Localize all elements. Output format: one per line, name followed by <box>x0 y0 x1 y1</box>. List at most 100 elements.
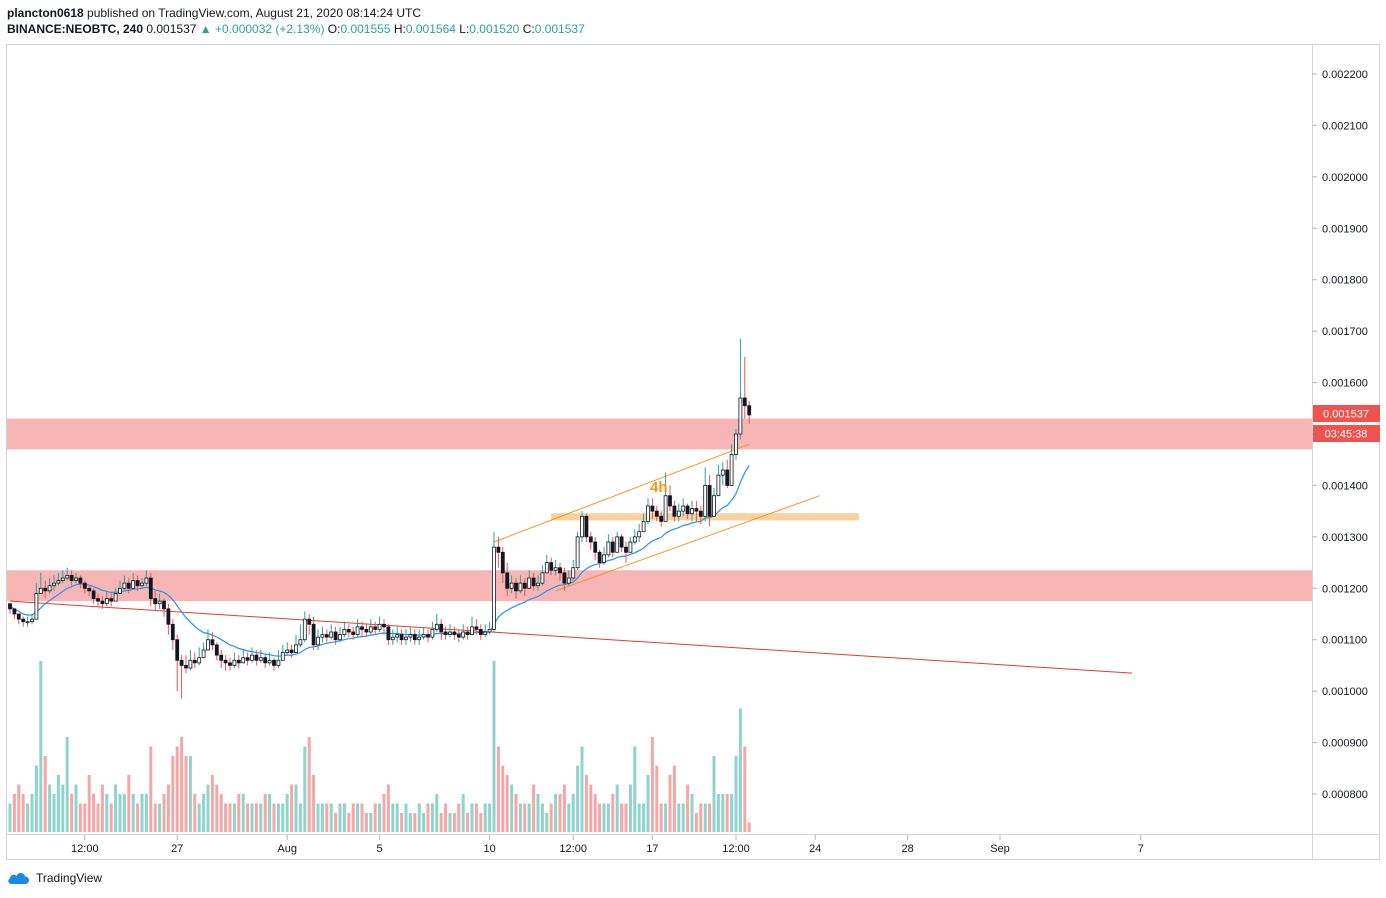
candle-body <box>412 634 417 641</box>
candle-body <box>443 631 448 635</box>
volume-bar <box>356 803 360 832</box>
candle-body <box>421 634 426 638</box>
candle <box>602 547 606 566</box>
candle <box>65 567 70 581</box>
volume-bar <box>162 794 166 832</box>
volume-bar <box>571 794 575 832</box>
candle-body <box>720 469 725 476</box>
author-name[interactable]: plancton0618 <box>7 6 84 20</box>
candle <box>588 531 593 550</box>
volume-bar <box>202 794 206 832</box>
candle-body <box>47 585 52 592</box>
candle-body <box>580 515 584 538</box>
candle <box>74 572 78 584</box>
candle <box>663 472 668 522</box>
high-label: H: <box>393 22 406 36</box>
timeframe-annotation[interactable]: 4h <box>650 479 668 496</box>
volume-bar <box>457 803 461 832</box>
chart-frame[interactable] <box>6 44 1380 860</box>
candle <box>558 562 562 581</box>
candle <box>725 459 730 488</box>
volume-bar <box>391 803 395 832</box>
volume-bar <box>479 813 483 832</box>
tradingview-logo[interactable]: TradingView <box>7 871 102 885</box>
candle-body <box>624 546 628 553</box>
candle-body <box>43 587 48 592</box>
symbol-label: BINANCE:NEOBTC, 240 <box>7 22 144 36</box>
candle <box>223 655 228 671</box>
candle-body <box>461 631 466 638</box>
volume-bar <box>100 784 104 832</box>
candle <box>52 575 56 591</box>
resistance-zone-2 <box>7 570 1312 602</box>
candle <box>82 580 87 594</box>
candle-body <box>606 541 611 556</box>
candle <box>289 644 294 658</box>
candle <box>91 588 96 604</box>
volume-bar <box>338 803 342 832</box>
candle-body <box>685 505 690 515</box>
candle <box>404 629 408 645</box>
candle <box>452 626 457 640</box>
volume-bar <box>510 784 514 832</box>
volume-bar <box>136 803 140 832</box>
candle <box>272 657 276 671</box>
volume-bar <box>259 803 263 832</box>
candle-body <box>52 582 56 587</box>
candle-body <box>162 600 166 610</box>
volume-bar <box>56 775 60 832</box>
candle-body <box>294 644 298 653</box>
candle <box>624 542 628 563</box>
volume-bar <box>184 756 188 832</box>
candle <box>56 572 61 586</box>
candle-body <box>434 623 439 630</box>
candle-body <box>505 572 510 589</box>
candle-body <box>496 546 501 553</box>
candle-body <box>140 582 144 587</box>
candle-body <box>241 657 246 664</box>
volume-bar <box>144 794 148 832</box>
volume-bar <box>523 803 527 832</box>
candle-body <box>562 572 567 584</box>
candle-body <box>615 536 620 553</box>
volume-bar <box>166 784 170 832</box>
candle-body <box>113 593 118 602</box>
candle <box>531 572 536 591</box>
volume-bar <box>26 803 30 832</box>
candle <box>118 580 122 594</box>
volume-bar <box>708 803 712 832</box>
candle-body <box>74 577 78 581</box>
candle <box>16 613 21 625</box>
volume-bar <box>593 794 597 832</box>
volume-bar <box>474 803 478 832</box>
candle-body <box>712 495 716 517</box>
volume-bar <box>712 756 716 832</box>
volume-bar <box>518 803 522 832</box>
volume-bar <box>501 765 505 832</box>
candle-body <box>258 657 263 661</box>
candle-body <box>210 639 215 646</box>
candle-body <box>540 572 545 584</box>
volume-bar <box>197 803 201 832</box>
candle <box>707 475 712 527</box>
candle <box>175 634 180 692</box>
candle-body <box>16 613 21 620</box>
time-tick-label: 7 <box>1138 843 1144 855</box>
volume-bar <box>620 803 624 832</box>
candle-body <box>566 577 571 584</box>
candle <box>219 650 224 668</box>
candle-body <box>716 474 721 497</box>
volume-bar <box>21 794 25 832</box>
candle <box>236 655 241 668</box>
volume-bar <box>153 803 157 832</box>
candle <box>632 529 637 545</box>
candle <box>276 650 281 668</box>
candle <box>584 513 589 542</box>
volume-bar <box>540 803 544 832</box>
candle <box>470 616 474 635</box>
candle-body <box>34 593 39 620</box>
candle-body <box>544 562 549 574</box>
candle <box>113 588 118 602</box>
candle-body <box>408 634 413 638</box>
